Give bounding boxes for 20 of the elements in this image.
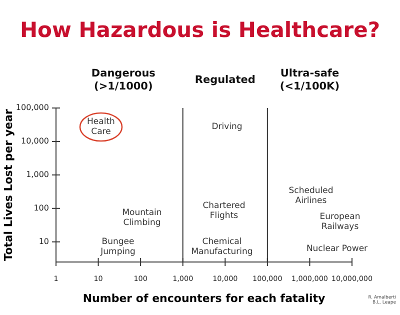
annotation: Driving xyxy=(212,122,242,132)
annotation: Bungee Jumping xyxy=(100,237,136,258)
text: Regulated xyxy=(194,74,256,86)
y-axis-title: Total Lives Lost per year xyxy=(2,108,15,261)
annotation: Nuclear Power xyxy=(306,244,368,254)
annotation: European Railways xyxy=(320,212,360,232)
text: Ultra-safe (<1/100K) xyxy=(280,68,340,92)
y-tick-label: 1,000 xyxy=(26,170,49,180)
annotation: Chemical Manufacturing xyxy=(191,237,253,258)
annotation: Mountain Climbing xyxy=(122,208,162,228)
annotation: Health Care xyxy=(87,117,115,138)
chart-title: How Hazardous is Healthcare? xyxy=(20,18,380,42)
annotation: Chartered Flights xyxy=(202,201,246,222)
text: Dangerous (>1/1000) xyxy=(91,68,156,92)
y-tick-label: 10,000 xyxy=(21,136,49,146)
annotation: Scheduled Airlines xyxy=(288,186,334,206)
y-tick-label: 100,000 xyxy=(16,103,49,112)
x-axis-title: Number of encounters for each fatality xyxy=(82,292,326,305)
y-tick-label: 100 xyxy=(34,204,49,213)
y-tick-label: 10 xyxy=(38,237,49,246)
